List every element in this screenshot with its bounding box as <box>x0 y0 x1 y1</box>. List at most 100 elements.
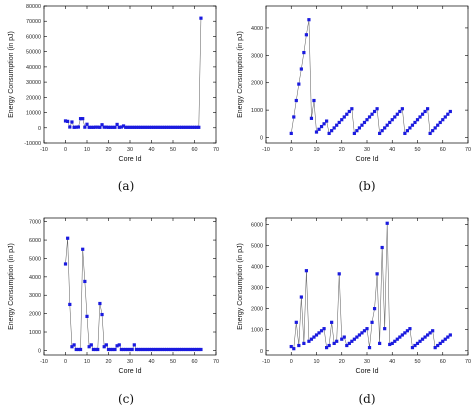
x-tick-label: 10 <box>84 147 90 153</box>
y-axis-label: Energy Consumption (in pJ) <box>237 31 244 118</box>
data-point <box>400 107 404 111</box>
data-point <box>347 109 351 114</box>
data-point <box>292 115 296 119</box>
data-point <box>294 98 298 103</box>
data-point <box>182 125 186 129</box>
data-point <box>441 118 445 122</box>
x-tick-label: 0 <box>64 359 67 365</box>
data-point <box>180 125 184 129</box>
data-point <box>372 307 377 311</box>
data-point <box>98 301 102 306</box>
data-point <box>78 347 83 352</box>
data-point <box>137 125 141 129</box>
data-point <box>160 125 164 129</box>
x-tick-label: 10 <box>314 359 320 365</box>
data-point <box>141 125 145 129</box>
y-tick-label: 5000 <box>29 256 41 262</box>
data-point <box>350 339 354 343</box>
x-tick-label: 70 <box>465 147 471 153</box>
data-point <box>72 343 76 347</box>
data-point <box>408 126 412 130</box>
x-tick-label: 30 <box>364 147 370 153</box>
data-point <box>337 272 341 276</box>
data-point <box>126 125 130 129</box>
x-tick-label: -10 <box>40 147 48 153</box>
data-point <box>121 347 126 352</box>
data-point <box>63 119 68 123</box>
data-point <box>177 347 182 352</box>
data-point <box>124 347 128 352</box>
data-point <box>137 347 141 352</box>
data-point <box>100 123 104 127</box>
x-tick-label: 30 <box>127 359 133 365</box>
data-point <box>405 329 409 333</box>
data-point <box>87 345 91 349</box>
data-point <box>115 122 119 127</box>
data-point <box>443 115 447 119</box>
data-point <box>289 131 293 136</box>
y-tick-label: 4000 <box>251 264 263 270</box>
data-point <box>190 347 194 352</box>
data-point <box>410 346 415 350</box>
data-point <box>433 126 437 130</box>
data-point <box>367 346 372 350</box>
data-point <box>124 125 128 129</box>
x-tick-label: 40 <box>149 359 155 365</box>
data-point <box>83 125 87 129</box>
data-point <box>362 120 367 125</box>
data-point <box>175 347 179 352</box>
data-point <box>173 347 177 352</box>
data-point <box>340 118 344 122</box>
x-tick-label: 50 <box>170 147 176 153</box>
x-tick-label: 70 <box>213 147 219 153</box>
data-point <box>156 125 160 129</box>
data-point <box>111 125 115 129</box>
data-point <box>378 131 382 136</box>
data-point <box>415 341 420 346</box>
x-tick-label: 20 <box>106 359 112 365</box>
x-tick-label: 20 <box>339 147 345 153</box>
data-point <box>418 115 422 119</box>
y-tick-label: 70000 <box>26 19 41 25</box>
data-point <box>117 343 121 347</box>
plot-frame <box>43 5 217 144</box>
y-axis-label: Energy Consumption (in pJ) <box>237 243 244 330</box>
data-point <box>441 339 445 343</box>
y-tick-label: 1000 <box>251 108 263 114</box>
chart-panel-b: -10 0 10 20 30 40 50 60 70 0 1000 2000 3000 4000 Core … <box>237 5 471 193</box>
data-point <box>314 333 319 337</box>
data-point <box>370 320 374 324</box>
data-point <box>66 119 70 123</box>
y-tick-label: 4000 <box>251 26 263 32</box>
x-tick-label: 60 <box>192 359 198 365</box>
chart-panel-d: -10 0 10 20 30 40 50 60 70 0 1000 2000 3000 4000 5000 6… <box>237 217 471 406</box>
y-tick-label: 0 <box>38 126 41 132</box>
x-tick-label: 0 <box>290 147 293 153</box>
data-point <box>130 347 134 352</box>
y-tick-label: 6000 <box>29 238 41 244</box>
y-tick-label: 7000 <box>29 220 41 226</box>
y-tick-label: 50000 <box>26 50 41 56</box>
data-point <box>104 343 108 347</box>
data-point <box>395 112 399 116</box>
data-point <box>365 327 369 331</box>
data-point <box>395 337 399 341</box>
data-point <box>188 125 192 129</box>
data-point <box>195 125 199 129</box>
y-tick-label: 4000 <box>29 275 41 281</box>
data-point <box>186 347 190 352</box>
y-tick-label: 80000 <box>26 4 41 10</box>
data-point <box>98 125 102 129</box>
data-point <box>390 341 394 346</box>
plot-frame <box>265 5 469 144</box>
data-point <box>164 347 169 352</box>
y-tick-label: 3000 <box>29 293 41 299</box>
data-point <box>312 335 316 339</box>
data-point <box>130 125 134 129</box>
x-tick-label: 10 <box>314 147 320 153</box>
data-point <box>149 125 154 129</box>
x-tick-label: 40 <box>149 147 155 153</box>
data-point <box>418 339 422 343</box>
data-point <box>66 236 70 240</box>
data-point <box>119 347 123 352</box>
